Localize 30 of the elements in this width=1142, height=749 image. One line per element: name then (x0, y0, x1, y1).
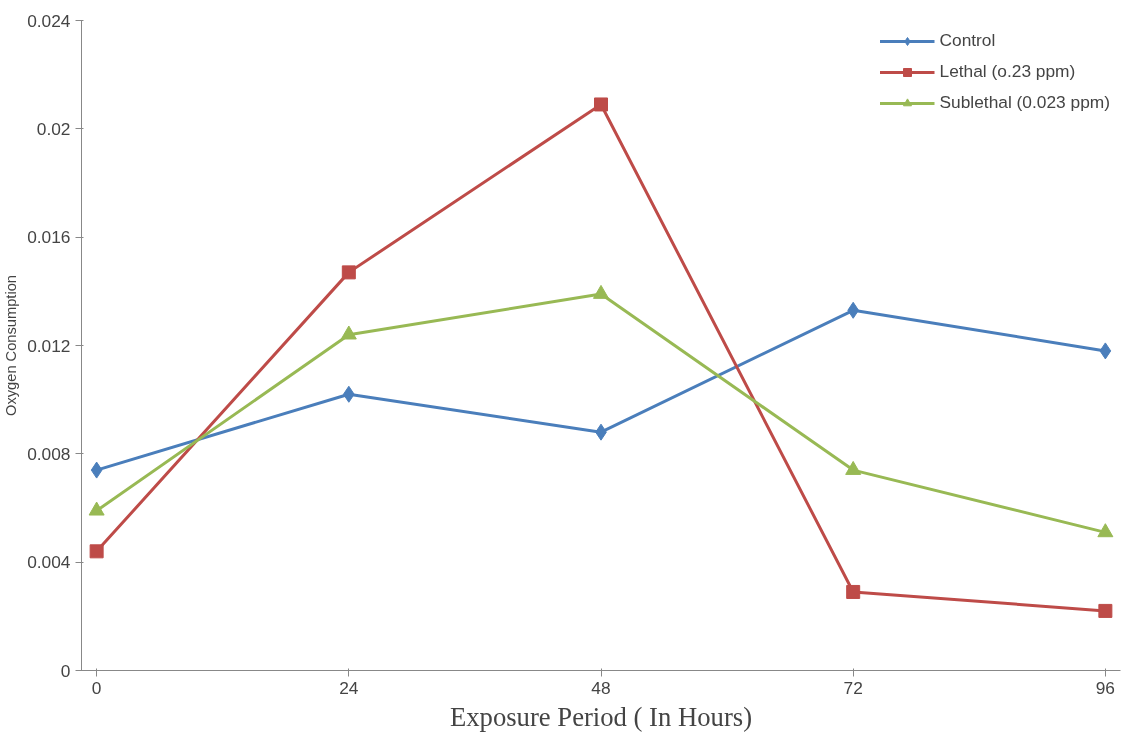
x-tick-label: 0 (91, 677, 102, 698)
y-tick-label: 0.02 (36, 118, 71, 139)
point (89, 544, 104, 559)
point (845, 460, 862, 475)
legend-label: Sublethal (0.023 ppm) (939, 92, 1110, 113)
x-tick-label: 72 (843, 677, 863, 698)
y-tick-label: 0.024 (27, 10, 71, 31)
y-tick-label: 0.016 (27, 227, 71, 248)
y-axis-title: Oxygen Consumption (3, 275, 20, 416)
y-tick-label: 0.012 (27, 335, 71, 356)
point (594, 97, 608, 112)
y-tick-label: 0 (60, 660, 71, 681)
y-tick-label: 0.004 (27, 552, 71, 573)
legend-label: Lethal (o.23 ppm) (939, 61, 1076, 82)
point (341, 265, 356, 280)
x-tick-label: 48 (591, 677, 611, 698)
legend-label: Control (939, 30, 996, 51)
point (1098, 603, 1113, 618)
x-axis-title: Exposure Period ( In Hours) (449, 701, 753, 732)
point (342, 385, 355, 403)
point (1097, 523, 1114, 538)
y-tick-label: 0.008 (27, 443, 71, 464)
point (1099, 342, 1112, 360)
x-tick-label: 96 (1095, 677, 1116, 698)
point (340, 325, 357, 340)
point (88, 501, 105, 516)
point (847, 301, 860, 319)
point (90, 461, 103, 479)
x-tick-label: 24 (339, 677, 359, 698)
point (846, 584, 861, 599)
